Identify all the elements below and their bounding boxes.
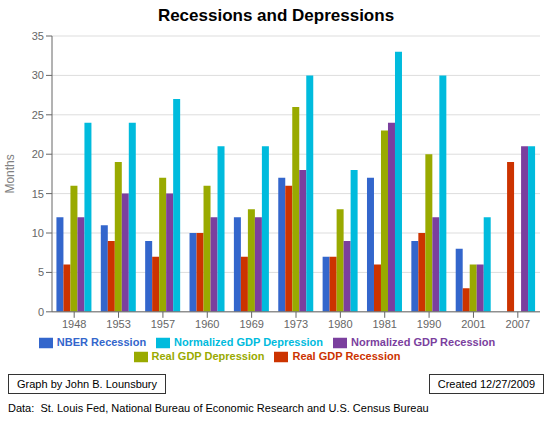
svg-text:15: 15 <box>32 188 44 200</box>
html-text:Graph by John B. Lounsbury: Graph by John B. Lounsbury <box>17 378 157 390</box>
html-text:Normalized GDP Recession: Normalized GDP Recession <box>351 335 496 348</box>
svg-text:1948: 1948 <box>62 318 86 330</box>
html-text:Data: St. Louis Fed, National: Data: St. Louis Fed, National Bureau of … <box>8 402 429 414</box>
svg-text:25: 25 <box>32 109 44 121</box>
html-text:Normalized GDP Depression: Normalized GDP Depression <box>174 335 324 348</box>
svg-text:Months: Months <box>8 154 17 193</box>
svg-text:0: 0 <box>38 306 44 318</box>
svg-text:1990: 1990 <box>417 318 441 330</box>
svg-text:10: 10 <box>32 227 44 239</box>
svg-text:2001: 2001 <box>461 318 485 330</box>
svg-text:1960: 1960 <box>195 318 219 330</box>
svg-text:1973: 1973 <box>284 318 308 330</box>
svg-text:2007: 2007 <box>506 318 530 330</box>
html-text:Created 12/27/2009: Created 12/27/2009 <box>437 378 535 390</box>
svg-text:20: 20 <box>32 148 44 160</box>
html-text:Real GDP Depression: Real GDP Depression <box>151 349 265 362</box>
svg-text:1953: 1953 <box>106 318 130 330</box>
svg-text:35: 35 <box>32 30 44 42</box>
html-text:Real GDP Recession: Real GDP Recession <box>292 349 401 362</box>
svg-text:1969: 1969 <box>239 318 263 330</box>
svg-text:30: 30 <box>32 69 44 81</box>
svg-text:1957: 1957 <box>151 318 175 330</box>
html-text:NBER Recession: NBER Recession <box>56 335 147 348</box>
svg-text:5: 5 <box>38 266 44 278</box>
svg-text:1981: 1981 <box>372 318 396 330</box>
html-text:Recessions and Depressions: Recessions and Depressions <box>157 6 395 25</box>
svg-text:1980: 1980 <box>328 318 352 330</box>
